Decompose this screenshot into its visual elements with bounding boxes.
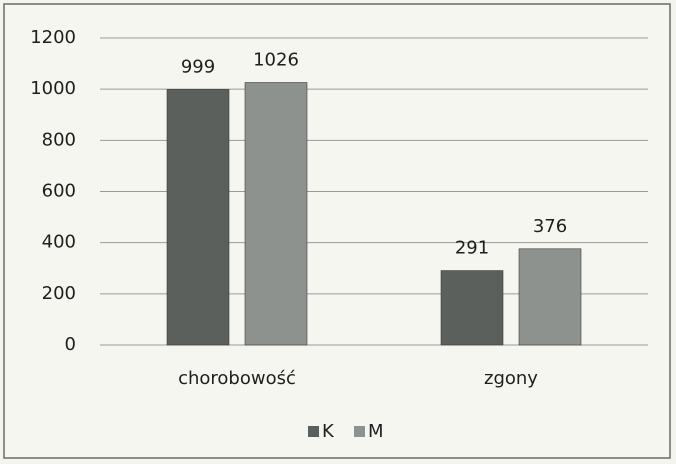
y-tick-label: 800 xyxy=(42,129,76,150)
bar xyxy=(518,248,582,346)
legend-label: K xyxy=(322,421,335,442)
y-tick-label: 1000 xyxy=(30,78,76,99)
legend-swatch xyxy=(354,426,365,437)
y-tick-label: 1200 xyxy=(30,27,76,48)
bar xyxy=(440,270,504,346)
chart-border xyxy=(3,3,671,459)
data-label: 291 xyxy=(455,238,489,259)
x-tick-label: chorobowość xyxy=(178,368,296,389)
data-label: 999 xyxy=(181,56,215,77)
y-tick-label: 600 xyxy=(42,181,76,202)
legend-label: M xyxy=(368,421,384,442)
x-tick-label: zgony xyxy=(484,368,538,389)
data-label: 1026 xyxy=(253,50,299,71)
data-label: 376 xyxy=(533,216,567,237)
bar xyxy=(166,89,230,346)
y-tick-label: 0 xyxy=(65,334,76,355)
y-tick-label: 200 xyxy=(42,283,76,304)
legend-swatch xyxy=(308,426,319,437)
bar xyxy=(244,82,308,346)
y-tick-label: 400 xyxy=(42,232,76,253)
